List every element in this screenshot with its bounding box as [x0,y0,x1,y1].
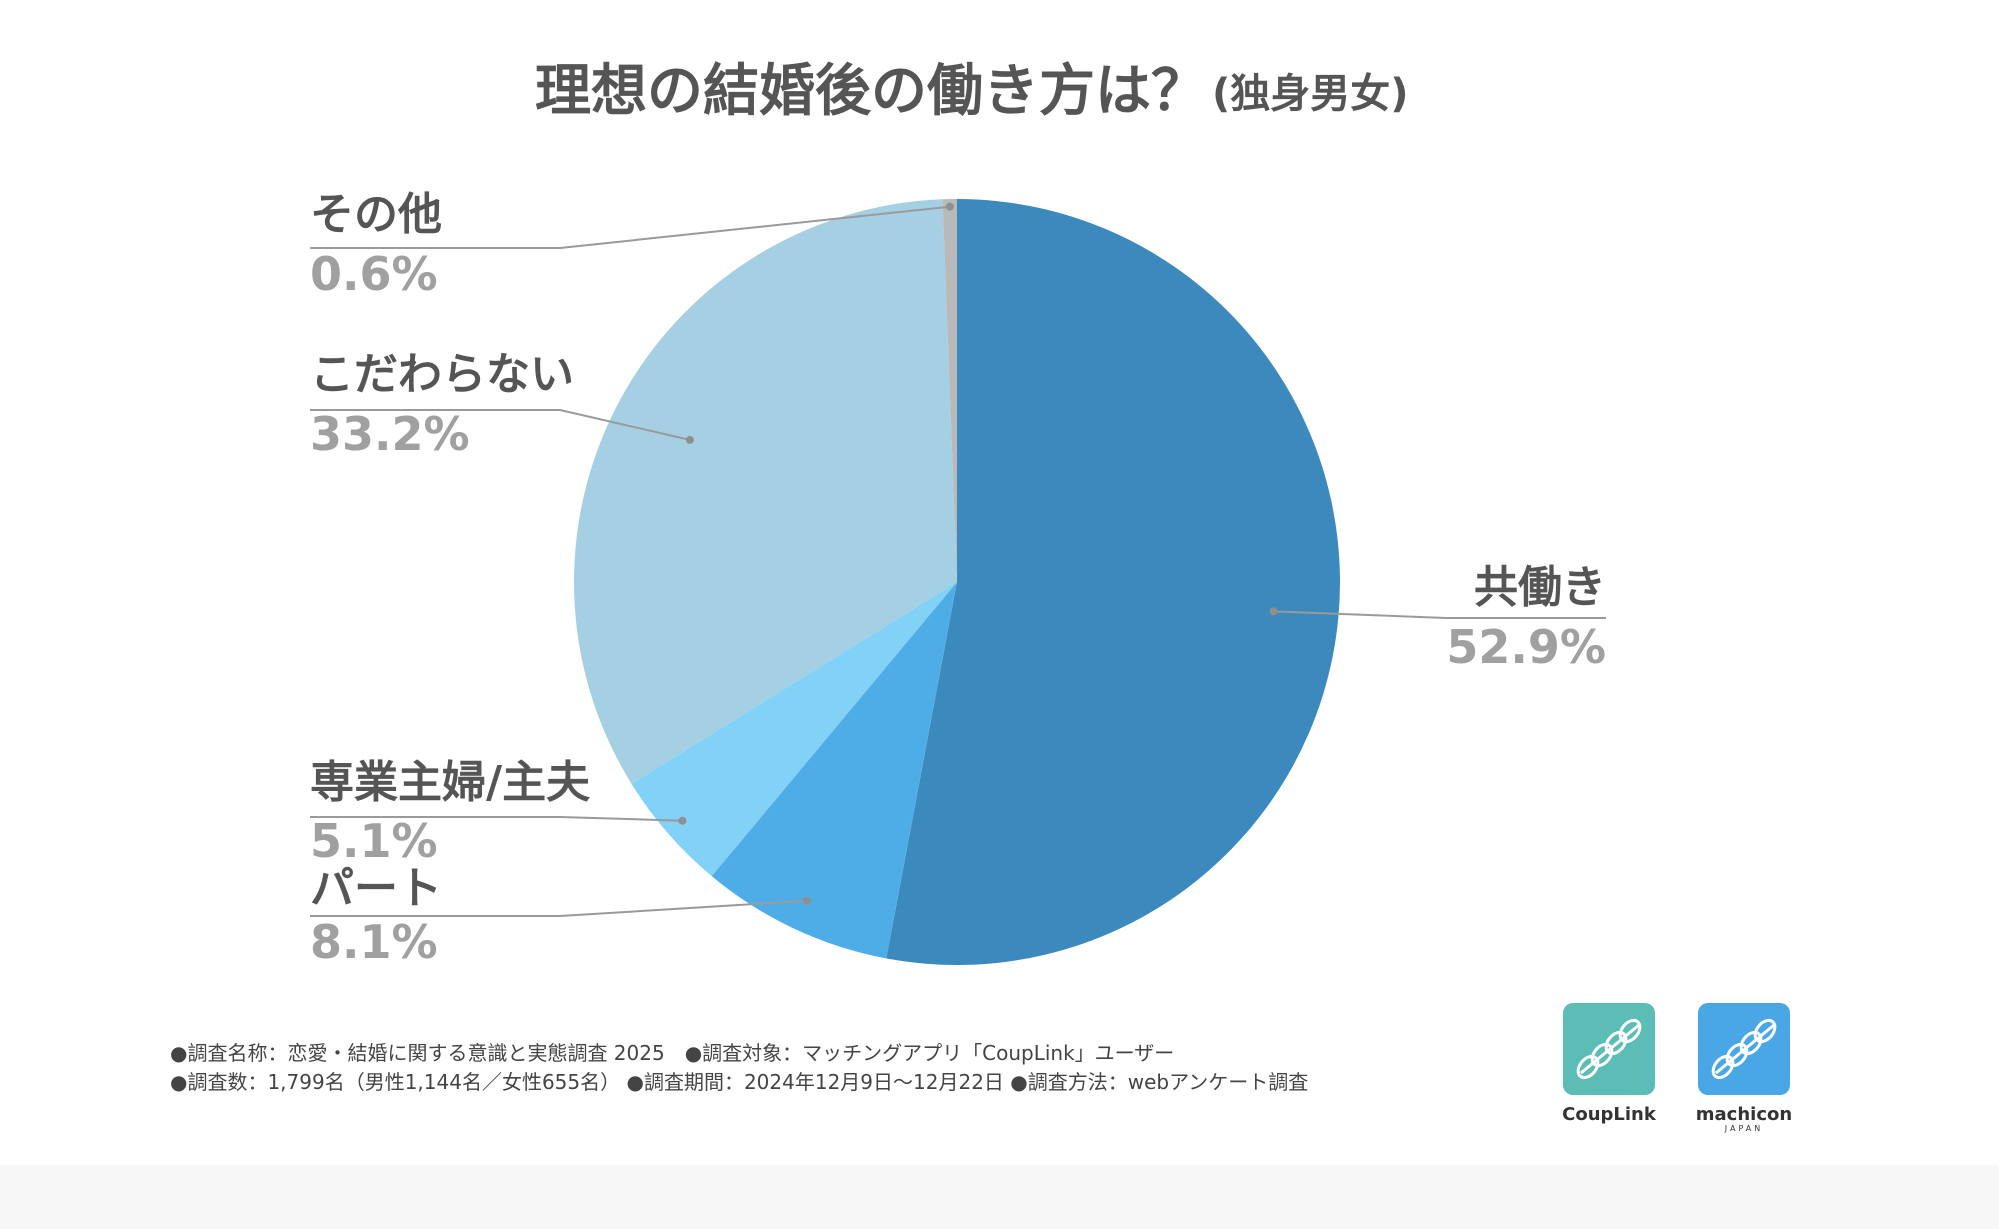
slice-4-value-label: 33.2% [310,407,470,461]
footnote-line-1: ●調査名称：恋愛・結婚に関する意識と実態調査 2025 ●調査対象：マッチングア… [170,1041,1174,1065]
slice-1 [886,199,1340,965]
slice-1-leader-line [1273,610,1606,619]
couplink-logo: CoupLink [1562,1003,1657,1125]
slice-4-leader-line [310,409,691,441]
slice-5-leader-dot [945,202,954,211]
machicon-logo-subcaption: JAPAN [1724,1124,1763,1133]
slice-2-leader-line [310,899,807,917]
slice-5-value-label: 0.6% [310,247,438,301]
slice-2-value-label: 8.1% [310,915,438,969]
chart-subtitle: (独身男女) [1212,71,1409,117]
chart-title: 理想の結婚後の働き方は？ [535,59,1207,124]
slice-2 [711,582,957,959]
machicon-logo-mark [1711,1018,1777,1080]
survey-footnotes: ●調査名称：恋愛・結婚に関する意識と実態調査 2025 ●調査対象：マッチングア… [170,1041,1308,1094]
page-bottom-band [0,1165,1999,1229]
pie-slices [574,199,1340,965]
footnote-line-2: ●調査数：1,799名（男性1,144名／女性655名） ●調査期間：2024年… [170,1070,1308,1094]
slice-4 [574,199,957,784]
slice-2-leader-dot [802,896,811,905]
couplink-logo-mark [1576,1018,1642,1080]
chart-title-group: 理想の結婚後の働き方は？ (独身男女) [535,59,1409,124]
slice-2-category-label: パート [310,863,442,914]
slice-4-leader-dot [685,435,694,444]
slice-4-category-label: こだわらない [310,349,574,400]
slice-5-category-label: その他 [310,189,442,240]
slice-1-leader-dot [1269,607,1278,616]
slice-3-leader-line [310,816,683,822]
machicon-logo-caption: machicon [1696,1104,1792,1125]
slice-5-leader-line [310,205,951,249]
slice-1-value-label: 52.9% [1446,620,1606,674]
slice-5 [942,199,957,582]
slice-1-category-label: 共働き [1474,562,1606,613]
slice-3-value-label: 5.1% [310,814,438,868]
slice-3-category-label: 専業主婦/主夫 [310,757,591,808]
slice-3 [631,582,957,877]
leader-lines [310,202,1606,917]
slice-3-leader-dot [678,816,687,825]
couplink-logo-caption: CoupLink [1562,1104,1657,1125]
